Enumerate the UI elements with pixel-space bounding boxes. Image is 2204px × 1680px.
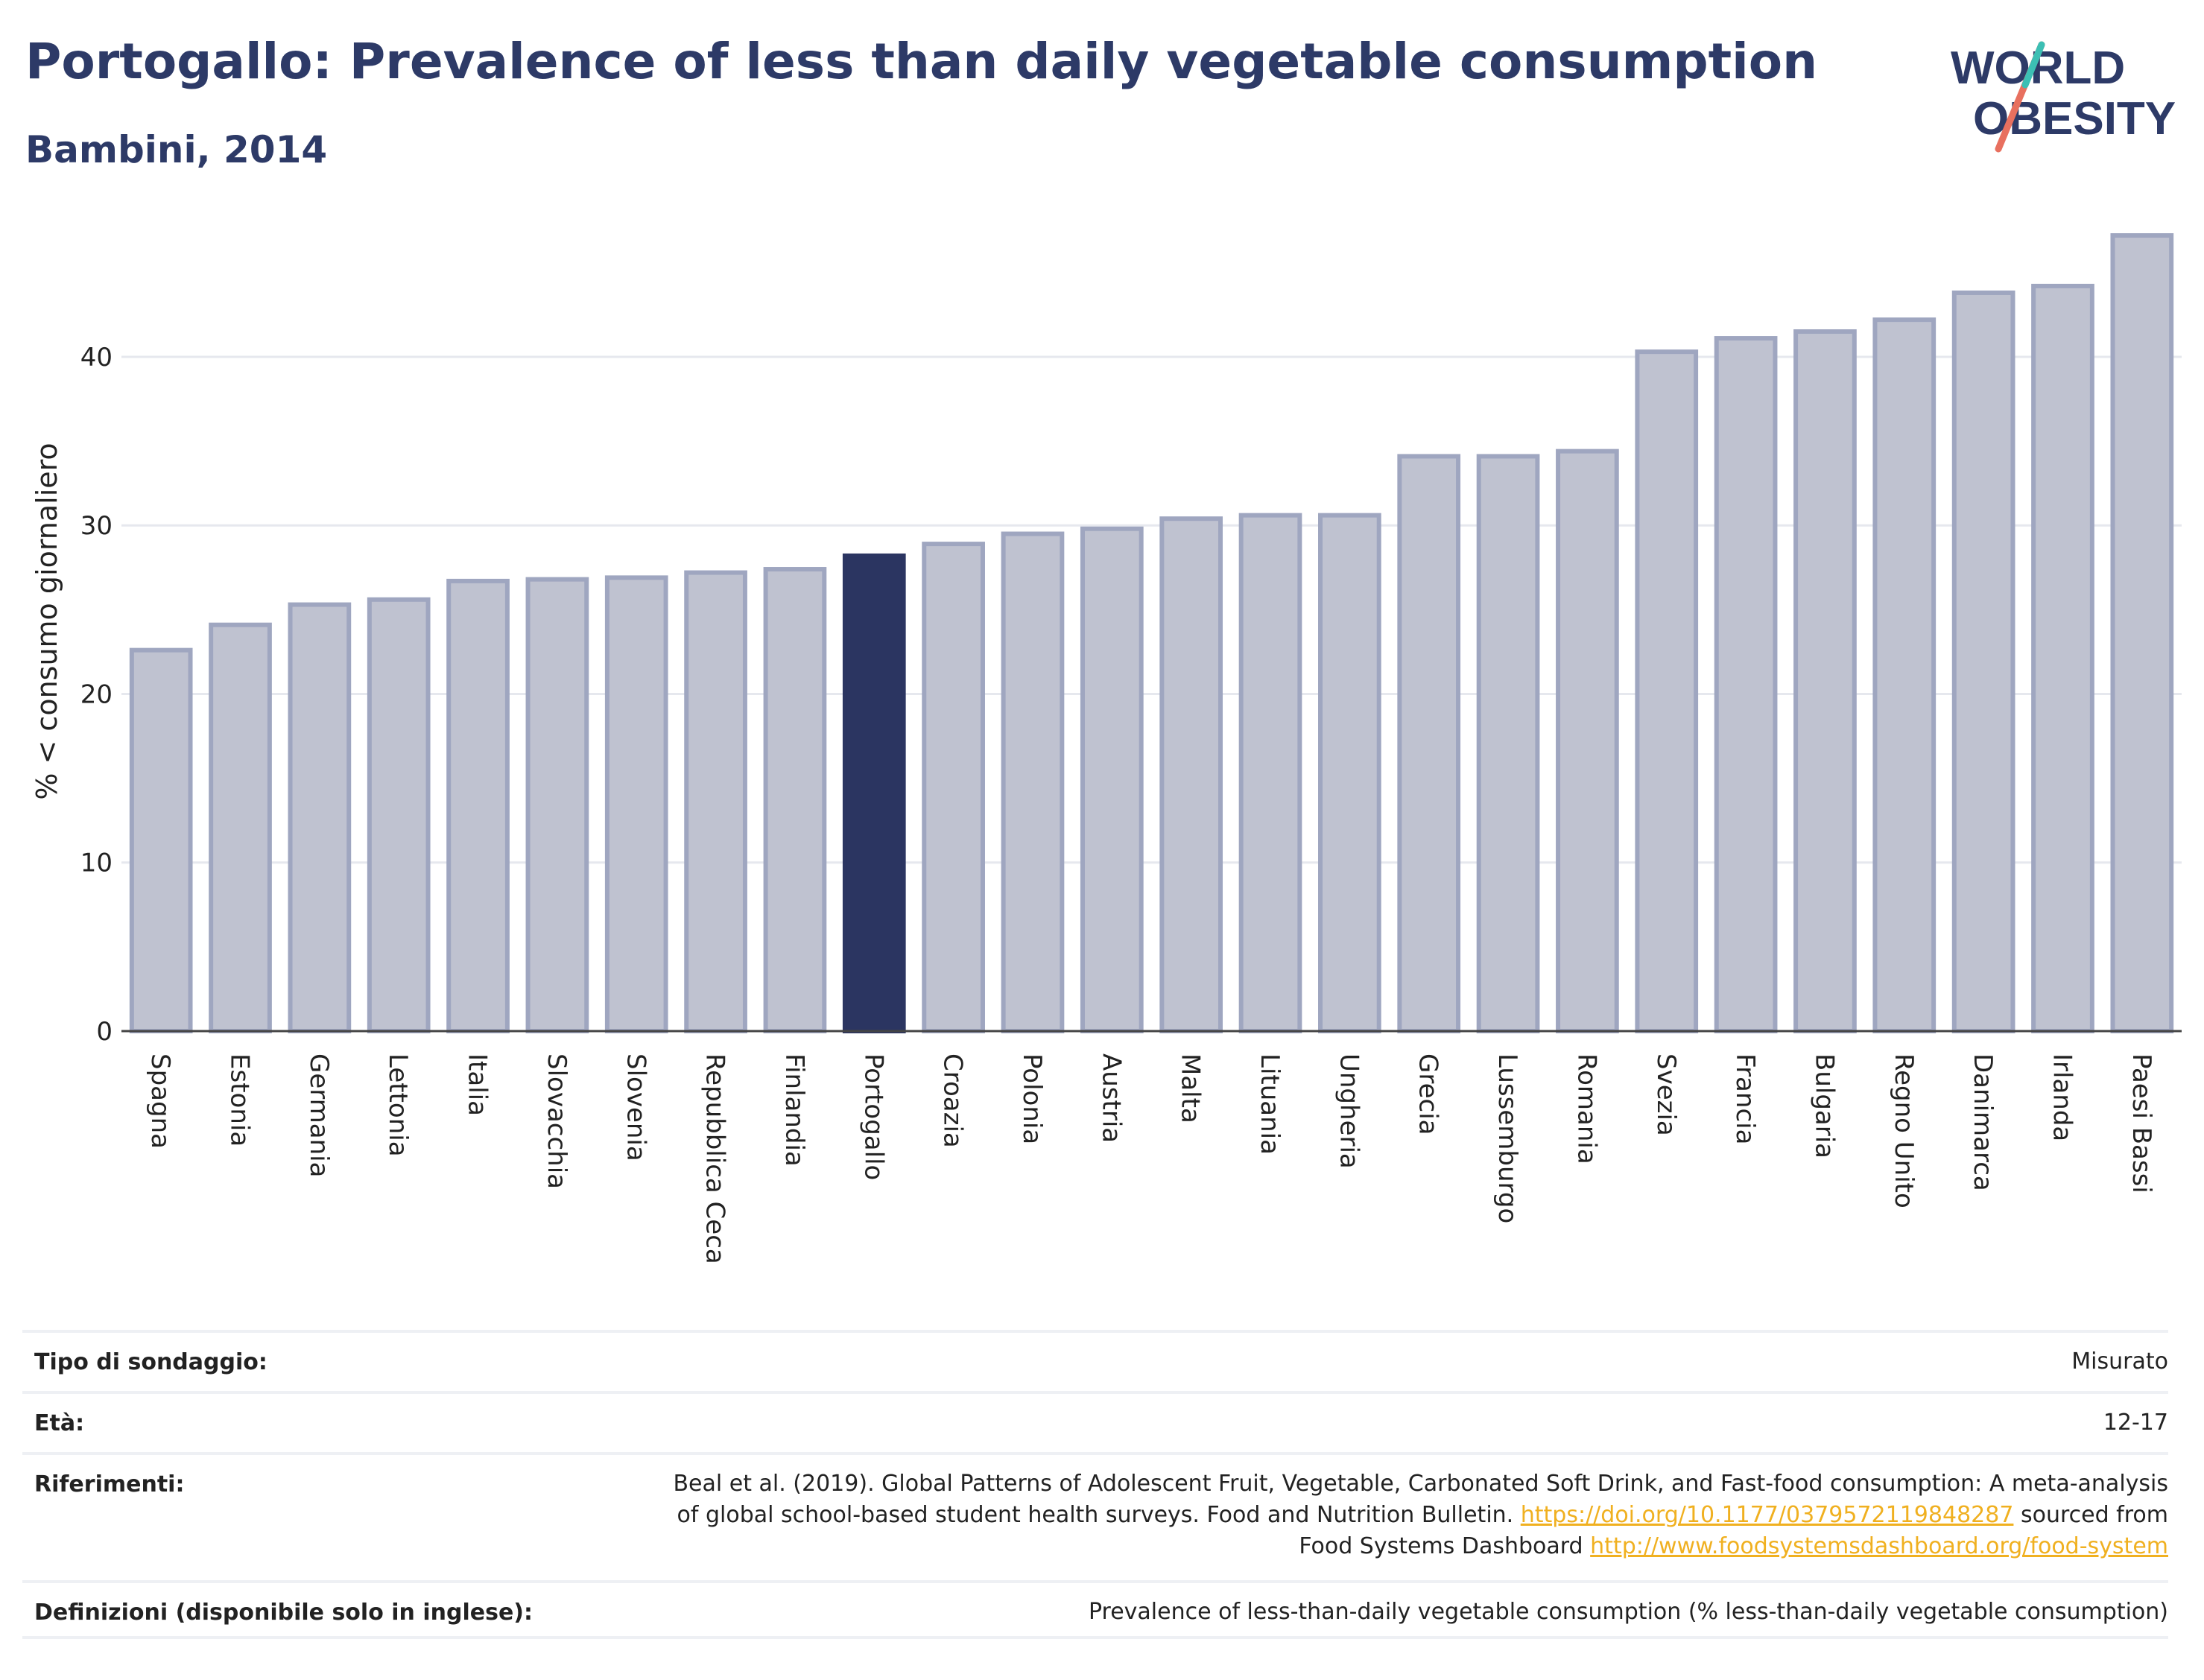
bar [1951, 290, 2015, 1033]
x-tick-label: Ungheria [1334, 1053, 1364, 1169]
y-tick-label: 20 [80, 679, 113, 709]
info-table: Tipo di sondaggio: Misurato Età: 12-17 R… [22, 1330, 2168, 1644]
x-tick-label: Finlandia [779, 1053, 809, 1167]
bar [288, 602, 352, 1033]
world-obesity-logo: WORLD OBESITY [1951, 41, 2176, 153]
bar [1238, 513, 1302, 1033]
bar [1556, 448, 1619, 1033]
definitions-row: Definizioni (disponibile solo in inglese… [22, 1580, 2168, 1644]
chart-title: Portogallo: Prevalence of less than dail… [25, 33, 1818, 90]
survey-label: Tipo di sondaggio: [34, 1349, 267, 1375]
bar [1159, 516, 1223, 1033]
age-value: 12-17 [2103, 1410, 2168, 1436]
y-tick-label: 10 [80, 849, 113, 878]
bar [2110, 233, 2174, 1033]
x-tick-label: Italia [463, 1053, 493, 1116]
bar [1080, 526, 1144, 1033]
x-tick-label: Slovenia [621, 1053, 650, 1161]
x-tick-label: Croazia [938, 1053, 968, 1148]
x-tick-label: Malta [1176, 1053, 1206, 1123]
bar [842, 553, 906, 1033]
bar [1318, 513, 1381, 1033]
references-line-2: of global school-based student health su… [677, 1502, 2168, 1528]
x-tick-label: Svezia [1651, 1053, 1681, 1136]
bar [1714, 336, 1778, 1033]
references-line-3: Food Systems Dashboard http://www.foodsy… [1299, 1533, 2168, 1559]
doi-link[interactable]: https://doi.org/10.1177/0379572119848287 [1520, 1502, 2014, 1528]
bar [1397, 454, 1461, 1033]
references-label: Riferimenti: [34, 1471, 185, 1497]
bar [763, 567, 827, 1033]
bar [1001, 531, 1065, 1033]
bar [604, 575, 668, 1033]
bar [684, 570, 747, 1033]
x-tick-label: Bulgaria [1809, 1053, 1839, 1158]
x-tick-label: Austria [1096, 1053, 1126, 1143]
table-bottom-divider [22, 1636, 2168, 1639]
bar [525, 577, 589, 1033]
x-tick-label: Portogallo [858, 1053, 888, 1180]
x-tick-label: Irlanda [2047, 1053, 2077, 1141]
x-tick-label: Lussemburgo [1492, 1053, 1522, 1223]
survey-row: Tipo di sondaggio: Misurato [22, 1330, 2168, 1391]
x-tick-label: Repubblica Ceca [700, 1053, 730, 1264]
bar [1872, 317, 1937, 1034]
y-tick-label: 30 [80, 511, 113, 541]
x-tick-label: Slovacchia [542, 1053, 571, 1189]
bar [129, 647, 193, 1034]
bar [922, 542, 985, 1033]
x-tick-label: Danimarca [1968, 1053, 1998, 1191]
x-tick-label: Lituania [1255, 1053, 1285, 1155]
x-tick-label: Francia [1730, 1053, 1760, 1144]
bar-chart: 0 10 20 30 40 % < consumo giornaliero Spagna Es… [31, 233, 2182, 1264]
survey-value: Misurato [2071, 1348, 2168, 1375]
x-tick-label: Estonia [225, 1053, 255, 1147]
x-tick-label: Lettonia [383, 1053, 413, 1157]
x-tick-label: Paesi Bassi [2127, 1053, 2156, 1194]
x-tick-label: Romania [1571, 1053, 1601, 1164]
references-value: Beal et al. (2019). Global Patterns of A… [673, 1468, 2168, 1562]
bar [1635, 349, 1699, 1033]
bar [209, 622, 272, 1033]
bar [446, 578, 510, 1033]
x-tick-label: Germania [304, 1053, 334, 1177]
definitions-label: Definizioni (disponibile solo in inglese… [34, 1600, 533, 1626]
age-row: Età: 12-17 [22, 1391, 2168, 1452]
x-tick-label: Spagna [145, 1053, 175, 1149]
dashboard-link[interactable]: http://www.foodsystemsdashboard.org/food… [1590, 1533, 2168, 1559]
bar [1793, 329, 1857, 1034]
bar [367, 597, 431, 1033]
chart-subtitle: Bambini, 2014 [25, 128, 328, 171]
references-row: Riferimenti: Beal et al. (2019). Global … [22, 1452, 2168, 1580]
y-tick-label: 0 [96, 1017, 113, 1047]
bar [1476, 454, 1540, 1033]
x-tick-label: Grecia [1413, 1053, 1443, 1135]
definitions-value: Prevalence of less-than-daily vegetable … [1088, 1599, 2168, 1625]
bar [2031, 283, 2094, 1033]
y-tick-label: 40 [80, 343, 113, 373]
x-tick-label: Regno Unito [1889, 1053, 1919, 1208]
age-label: Età: [34, 1410, 85, 1436]
x-tick-label: Polonia [1017, 1053, 1047, 1144]
references-line-1: Beal et al. (2019). Global Patterns of A… [673, 1471, 2168, 1497]
y-axis-label: % < consumo giornaliero [31, 443, 63, 799]
